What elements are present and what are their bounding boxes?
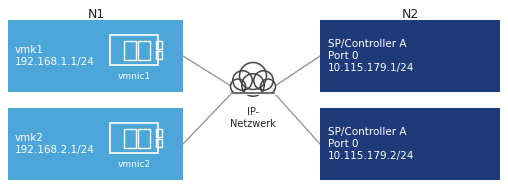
- Circle shape: [239, 63, 267, 90]
- Bar: [156, 51, 162, 59]
- Bar: [8, 20, 183, 92]
- Bar: [156, 41, 162, 49]
- Bar: [8, 108, 183, 180]
- Bar: [156, 139, 162, 147]
- Circle shape: [261, 79, 275, 94]
- Bar: [320, 20, 500, 92]
- Text: vmnic2: vmnic2: [117, 160, 150, 169]
- Bar: [232, 86, 274, 96]
- Text: N2: N2: [401, 8, 419, 21]
- Text: vmk1
192.168.1.1/24: vmk1 192.168.1.1/24: [15, 45, 95, 67]
- Circle shape: [231, 79, 245, 94]
- Text: SP/Controller A
Port 0
10.115.179.2/24: SP/Controller A Port 0 10.115.179.2/24: [328, 127, 415, 161]
- Circle shape: [254, 71, 273, 90]
- Bar: [320, 108, 500, 180]
- Circle shape: [242, 74, 264, 96]
- Text: IP-
Netzwerk: IP- Netzwerk: [230, 107, 276, 129]
- Text: N1: N1: [87, 8, 105, 21]
- Text: vmk2
192.168.2.1/24: vmk2 192.168.2.1/24: [15, 133, 95, 155]
- Text: SP/Controller A
Port 0
10.115.179.1/24: SP/Controller A Port 0 10.115.179.1/24: [328, 39, 415, 73]
- Circle shape: [233, 71, 252, 90]
- Bar: [156, 129, 162, 137]
- Text: vmnic1: vmnic1: [117, 72, 151, 81]
